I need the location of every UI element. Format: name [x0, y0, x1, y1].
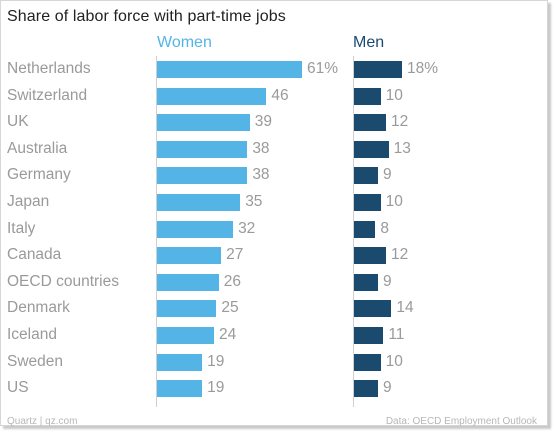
women-bar: [157, 300, 217, 318]
men-bar: [354, 327, 384, 344]
category-label: OECD countries: [7, 272, 119, 290]
chart-frame: Share of labor force with part-time jobs…: [0, 0, 548, 427]
women-bar: [157, 327, 215, 344]
women-value-label: 25: [221, 299, 239, 317]
chart-title: Share of labor force with part-time jobs: [7, 8, 286, 25]
men-value-label: 13: [393, 139, 411, 157]
women-bar: [157, 273, 219, 291]
men-bar: [354, 273, 378, 291]
men-bar: [354, 353, 381, 371]
men-value-label: 10: [385, 352, 403, 370]
men-bar: [354, 140, 389, 158]
men-bar: [354, 194, 381, 211]
source-credit: Quartz | qz.com: [7, 416, 78, 427]
women-value-label: 46: [271, 86, 289, 104]
category-label: Canada: [7, 246, 62, 264]
women-bar: [157, 87, 267, 105]
women-value-label: 38: [252, 166, 270, 184]
category-label: Switzerland: [7, 86, 88, 104]
men-value-label: 14: [396, 299, 414, 317]
category-label: Australia: [7, 139, 68, 157]
women-bar: [157, 61, 302, 78]
women-value-label: 61%: [307, 60, 339, 77]
category-label: Denmark: [7, 299, 70, 317]
men-bar: [354, 61, 402, 78]
women-bar: [157, 353, 203, 371]
women-bar: [157, 140, 248, 158]
category-label: Iceland: [7, 326, 57, 343]
men-value-label: 10: [385, 86, 403, 104]
series-header-men: Men: [353, 34, 385, 51]
men-bar: [354, 167, 378, 185]
women-value-label: 35: [245, 193, 263, 210]
women-bar: [157, 220, 234, 238]
category-label: Italy: [7, 219, 36, 237]
men-value-label: 10: [385, 193, 403, 210]
men-bar: [354, 87, 381, 105]
men-bar: [354, 247, 386, 265]
category-label: Netherlands: [7, 60, 91, 77]
men-value-label: 12: [391, 113, 409, 131]
category-label: Japan: [7, 193, 50, 210]
men-value-label: 9: [383, 272, 392, 290]
men-value-label: 12: [391, 246, 409, 264]
men-value-label: 18%: [407, 60, 439, 77]
series-header-women: Women: [157, 34, 212, 51]
men-bar: [354, 220, 376, 238]
women-bar: [157, 194, 241, 211]
men-value-label: 9: [383, 379, 392, 397]
men-bar: [354, 380, 378, 398]
women-value-label: 19: [207, 352, 225, 370]
women-value-label: 24: [219, 326, 237, 343]
men-bar: [354, 114, 386, 132]
women-bar: [157, 167, 248, 185]
men-value-label: 11: [388, 326, 405, 343]
category-label: UK: [7, 113, 29, 131]
women-value-label: 19: [207, 379, 225, 397]
category-label: US: [7, 379, 29, 397]
men-value-label: 8: [380, 219, 389, 237]
men-bar: [354, 300, 392, 318]
women-value-label: 39: [254, 113, 272, 131]
women-value-label: 32: [238, 219, 256, 237]
men-value-label: 9: [383, 166, 392, 184]
women-bar: [157, 114, 250, 132]
category-label: Sweden: [7, 352, 64, 370]
women-axis-line: [156, 56, 157, 408]
women-value-label: 38: [252, 139, 270, 157]
men-axis-line: [353, 56, 354, 408]
data-source: Data: OECD Employment Outlook: [385, 416, 537, 427]
category-label: Germany: [7, 166, 71, 184]
women-bar: [157, 380, 203, 398]
women-value-label: 26: [223, 272, 242, 290]
women-value-label: 27: [226, 246, 244, 264]
women-bar: [157, 247, 222, 265]
